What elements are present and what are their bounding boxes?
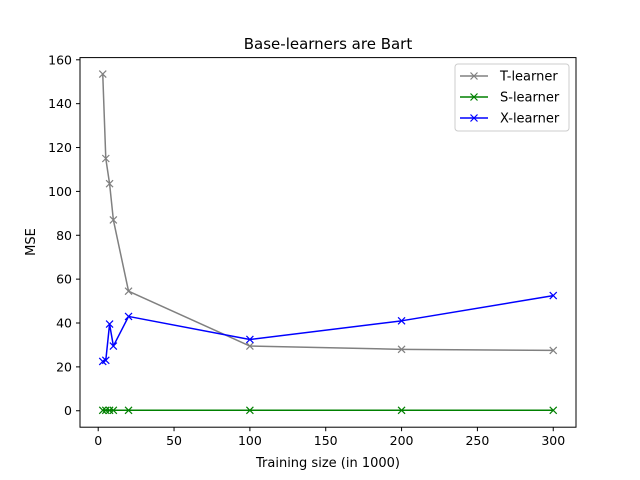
t-learner-point-0-stroke-b	[98, 70, 107, 78]
x-tick-label-300: 300	[541, 433, 565, 448]
t-learner-point-2-stroke-b	[105, 179, 114, 188]
x-learner-point-7	[549, 291, 558, 300]
y-tick-label-140: 140	[48, 96, 72, 111]
x-learner-point-5	[245, 335, 254, 344]
s-learner-point-2	[105, 406, 114, 415]
t-learner-point-5	[245, 342, 254, 350]
t-learner-point-0	[98, 70, 107, 78]
t-learner-point-4	[124, 287, 133, 296]
s-learner-point-3	[109, 406, 118, 415]
s-learner-point-5	[245, 406, 254, 415]
legend-box	[454, 63, 570, 132]
s-learner-point-0-stroke-b	[98, 406, 107, 415]
x-learner-point-3	[109, 342, 118, 350]
t-learner-point-2	[105, 179, 114, 188]
t-learner-point-1-stroke-b	[101, 154, 110, 163]
y-axis-label: MSE	[24, 228, 39, 256]
legend-s-learner-label: S-learner	[500, 91, 560, 106]
s-learner-point-5-stroke-b	[245, 406, 254, 415]
x-learner-point-6	[397, 316, 406, 325]
y-tick-label-40: 40	[56, 316, 72, 331]
x-learner-point-3-stroke-b	[109, 342, 118, 350]
legend-t-learner-marker	[470, 72, 478, 80]
t-learner-point-6-stroke-b	[397, 345, 406, 354]
t-learner-line	[102, 74, 554, 352]
s-learner-point-3-stroke-b	[109, 406, 118, 415]
t-learner-point-6	[397, 345, 406, 354]
y-tick-label-160: 160	[48, 52, 72, 67]
axis-ticks: 0 50 100 150 200 250 300 0 20 40 60 80 100 120 140 160	[48, 52, 565, 448]
t-learner-point-7	[549, 346, 558, 355]
x-learner-point-7-stroke-b	[549, 291, 558, 300]
s-learner-point-6-stroke-b	[397, 406, 406, 415]
s-learner-point-6	[397, 406, 406, 415]
x-axis-label: Training size (in 1000)	[255, 456, 400, 471]
s-learner-point-7-stroke-b	[549, 406, 558, 415]
x-learner-point-4	[124, 312, 133, 321]
y-tick-label-120: 120	[48, 140, 72, 155]
x-learner-point-1	[101, 356, 110, 365]
y-tick-label-60: 60	[56, 272, 72, 287]
legend-t-learner-label: T-learner	[499, 70, 558, 85]
s-learner-point-4	[124, 406, 133, 415]
x-learner-point-5-stroke-b	[245, 335, 254, 344]
t-learner-point-1	[101, 154, 110, 163]
x-learner-point-2	[105, 320, 114, 329]
y-tick-label-80: 80	[56, 228, 72, 243]
y-tick-label-100: 100	[48, 184, 72, 199]
s-learner-point-1	[101, 406, 110, 415]
s-learner-point-7	[549, 406, 558, 415]
s-learner-point-1-stroke-b	[101, 406, 110, 415]
x-tick-label-200: 200	[390, 433, 414, 448]
t-learner-point-3-stroke-b	[109, 215, 118, 224]
t-learner-point-5-stroke-b	[245, 342, 254, 350]
x-tick-label-150: 150	[314, 433, 338, 448]
x-learner-point-1-stroke-b	[101, 356, 110, 365]
legend: T-learner S-learner X-learner	[454, 63, 570, 132]
legend-x-learner-marker	[470, 114, 478, 122]
x-tick-label-0: 0	[94, 433, 102, 448]
y-tick-label-20: 20	[56, 359, 72, 374]
axes-frame	[79, 57, 577, 428]
x-learner-point-6-stroke-b	[397, 316, 406, 325]
legend-x-learner-label: X-learner	[500, 112, 560, 127]
t-learner-point-3	[109, 215, 118, 224]
s-learner-point-4-stroke-b	[124, 406, 133, 415]
plot-area	[98, 70, 558, 415]
legend-s-learner-marker	[470, 93, 478, 101]
x-learner-point-4-stroke-b	[124, 312, 133, 321]
x-tick-label-50: 50	[166, 433, 182, 448]
x-tick-label-100: 100	[238, 433, 262, 448]
legend-s-learner-marker-stroke-b	[470, 93, 478, 101]
t-learner-point-7-stroke-b	[549, 346, 558, 355]
s-learner-point-2-stroke-b	[105, 406, 114, 415]
t-learner-point-4-stroke-b	[124, 287, 133, 296]
legend-t-learner-marker-stroke-b	[470, 72, 478, 80]
s-learner-point-0	[98, 406, 107, 415]
legend-x-learner-marker-stroke-b	[470, 114, 478, 122]
x-learner-point-2-stroke-b	[105, 320, 114, 329]
x-tick-label-250: 250	[465, 433, 489, 448]
y-tick-label-0: 0	[64, 403, 72, 418]
x-learner-line	[102, 294, 554, 363]
chart-title: Base-learners are Bart	[244, 35, 413, 53]
